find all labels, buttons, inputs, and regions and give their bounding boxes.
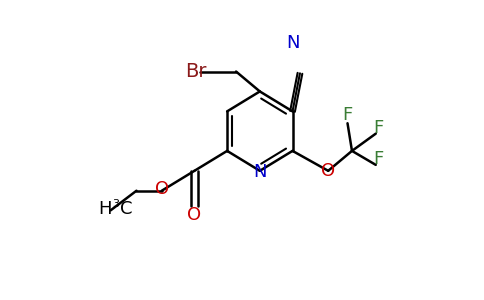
Text: N: N — [286, 34, 299, 52]
Text: H: H — [99, 200, 112, 218]
Text: 3: 3 — [112, 199, 119, 209]
Text: C: C — [120, 200, 133, 218]
Text: F: F — [342, 106, 353, 124]
Text: O: O — [187, 206, 201, 224]
Text: F: F — [374, 119, 384, 137]
Text: O: O — [155, 180, 169, 198]
Text: F: F — [374, 150, 384, 168]
Text: Br: Br — [185, 62, 207, 81]
Text: O: O — [321, 162, 335, 180]
Text: N: N — [253, 163, 267, 181]
